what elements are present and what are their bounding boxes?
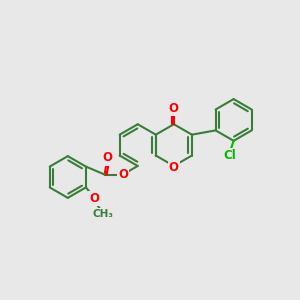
Text: O: O [102,152,112,164]
Text: O: O [118,168,128,181]
Text: CH₃: CH₃ [92,209,113,219]
Text: Cl: Cl [224,149,236,162]
Text: O: O [169,161,179,174]
Text: O: O [89,192,100,205]
Text: O: O [169,102,179,115]
